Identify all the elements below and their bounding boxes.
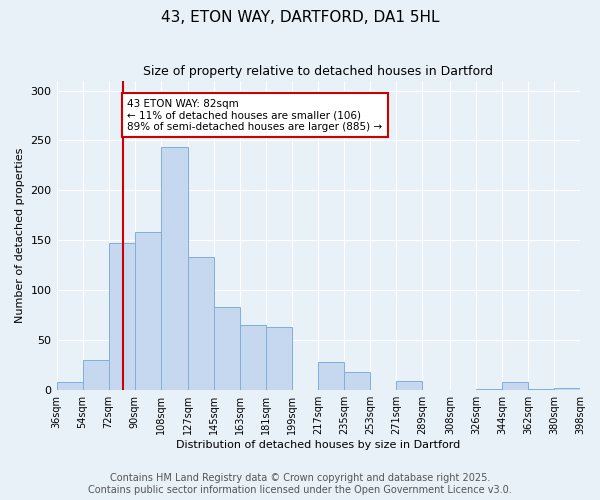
Bar [397,381,422,390]
Bar [161,148,188,390]
Bar [240,326,266,390]
Bar [528,389,554,390]
Bar [266,328,292,390]
Bar [344,372,370,390]
Bar [83,360,109,390]
Bar [502,382,528,390]
Bar [318,362,344,390]
Text: 43, ETON WAY, DARTFORD, DA1 5HL: 43, ETON WAY, DARTFORD, DA1 5HL [161,10,439,25]
Title: Size of property relative to detached houses in Dartford: Size of property relative to detached ho… [143,65,493,78]
Bar [476,389,502,390]
Y-axis label: Number of detached properties: Number of detached properties [15,148,25,323]
Text: 43 ETON WAY: 82sqm
← 11% of detached houses are smaller (106)
89% of semi-detach: 43 ETON WAY: 82sqm ← 11% of detached hou… [127,98,383,132]
Bar [214,308,240,390]
Bar [56,382,83,390]
Bar [554,388,580,390]
X-axis label: Distribution of detached houses by size in Dartford: Distribution of detached houses by size … [176,440,460,450]
Bar [134,232,161,390]
Bar [188,258,214,390]
Bar [109,244,134,390]
Text: Contains HM Land Registry data © Crown copyright and database right 2025.
Contai: Contains HM Land Registry data © Crown c… [88,474,512,495]
